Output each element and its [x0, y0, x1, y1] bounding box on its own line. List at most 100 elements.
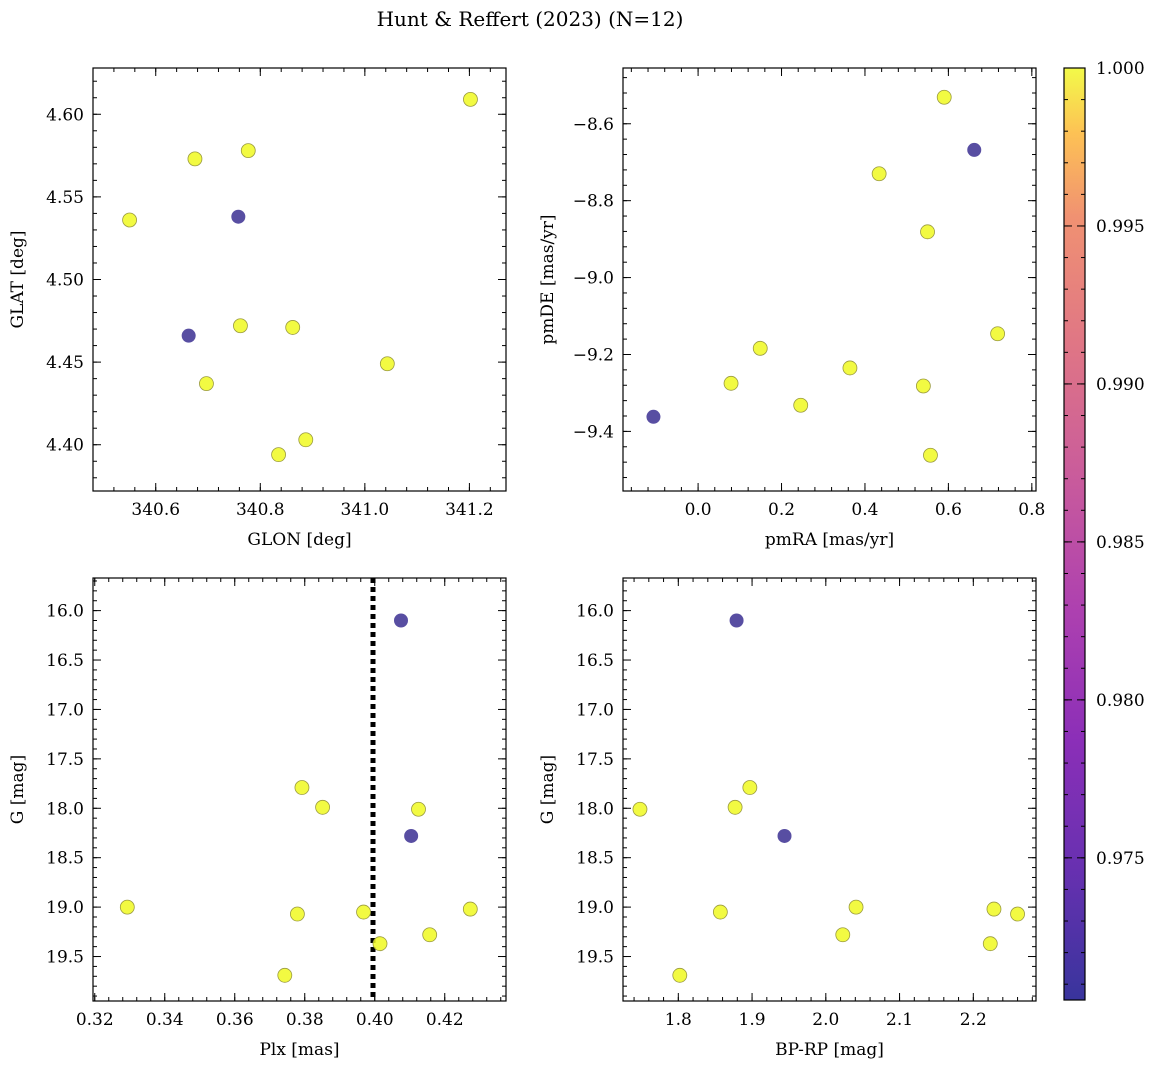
x-tick-label: 340.6: [131, 500, 180, 520]
data-point: [1010, 906, 1025, 922]
colorbar-tick-label: 0.980: [1096, 691, 1145, 711]
data-point: [119, 899, 135, 915]
colorbar-tick-label: 0.995: [1096, 217, 1145, 237]
x-tick-label: 0.4: [851, 500, 878, 520]
x-tick-label: 341.2: [445, 500, 494, 520]
y-tick-label: 19.5: [576, 948, 614, 968]
x-tick-label: 0.34: [146, 1010, 184, 1030]
data-point: [793, 397, 809, 413]
data-point: [672, 967, 688, 983]
data-point: [936, 89, 952, 105]
y-axis-label: GLAT [deg]: [8, 230, 28, 328]
data-point: [122, 212, 137, 228]
y-tick-label: 16.5: [576, 651, 614, 671]
x-tick-label: 0.42: [426, 1010, 464, 1030]
colorbar-frame: [1063, 67, 1086, 1001]
data-point: [404, 828, 419, 843]
data-point: [835, 927, 851, 943]
data-point: [233, 318, 248, 334]
y-tick-label: 4.55: [46, 188, 84, 208]
y-tick-label: −8.6: [573, 115, 614, 135]
data-point: [915, 378, 931, 394]
data-point: [199, 376, 214, 391]
y-tick-label: 17.0: [46, 700, 84, 720]
y-tick-label: 18.5: [576, 849, 614, 869]
y-tick-label: 18.0: [576, 799, 614, 819]
y-tick-label: −9.0: [573, 269, 614, 289]
x-tick-label: 0.40: [356, 1010, 394, 1030]
data-point: [920, 224, 935, 240]
y-tick-label: 16.0: [46, 602, 84, 622]
y-tick-label: 17.5: [46, 750, 84, 770]
y-tick-label: 4.50: [46, 271, 84, 291]
x-tick-label: 0.6: [935, 500, 962, 520]
y-tick-label: 4.40: [46, 436, 84, 456]
data-point: [632, 801, 648, 817]
x-tick-label: 2.1: [886, 1010, 913, 1030]
data-point: [231, 209, 246, 224]
y-tick-label: 16.5: [46, 651, 84, 671]
colorbar-gradient: [1064, 68, 1085, 1000]
data-point: [646, 409, 661, 424]
data-point: [315, 799, 331, 815]
x-tick-label: 0.36: [216, 1010, 254, 1030]
data-point: [411, 801, 426, 817]
y-tick-label: 18.0: [46, 799, 84, 819]
y-tick-label: −8.8: [573, 192, 614, 212]
data-point: [729, 613, 744, 628]
data-point: [982, 936, 998, 952]
data-point: [742, 780, 758, 795]
data-point: [848, 899, 864, 915]
data-point: [463, 91, 478, 107]
x-tick-label: 2.2: [960, 1010, 987, 1030]
x-tick-label: 341.0: [341, 500, 390, 520]
y-tick-label: 17.5: [576, 750, 614, 770]
x-axis-label: Plx [mas]: [259, 1040, 339, 1060]
data-point: [752, 340, 768, 356]
plot-frame: [92, 67, 507, 492]
data-point: [422, 927, 438, 943]
y-axis-label: G [mag]: [8, 755, 28, 824]
figure-title: Hunt & Reffert (2023) (N=12): [377, 7, 684, 31]
data-point: [923, 447, 938, 463]
colorbar-tick-label: 0.985: [1096, 533, 1145, 553]
colorbar: 0.975 0.980 0.985 0.990 0.995 1.000: [1063, 59, 1145, 1001]
y-tick-label: 19.0: [576, 898, 614, 918]
panel-4: 1.8 1.9 2.0 2.1 2.2 16.0 16.5 17.0 17.5 18.0 18.5 1…: [538, 577, 1037, 1060]
x-tick-label: 0.2: [768, 500, 795, 520]
plot-frame: [622, 577, 1037, 1002]
data-point: [777, 828, 792, 843]
data-point: [356, 904, 371, 920]
data-point: [181, 328, 196, 343]
y-axis-label: G [mag]: [538, 755, 558, 824]
data-point: [298, 432, 314, 448]
y-tick-label: 19.0: [46, 898, 84, 918]
x-axis-label: pmRA [mas/yr]: [765, 530, 894, 550]
x-tick-label: 0.32: [76, 1010, 114, 1030]
x-tick-label: 340.8: [236, 500, 285, 520]
y-tick-label: 17.0: [576, 700, 614, 720]
data-point: [289, 906, 305, 922]
data-point: [462, 901, 478, 917]
x-tick-label: 0.0: [685, 500, 712, 520]
colorbar-tick-label: 0.975: [1096, 849, 1145, 869]
data-point: [271, 447, 286, 463]
data-point: [187, 151, 203, 167]
data-point: [967, 142, 982, 157]
y-tick-label: 4.45: [46, 353, 84, 373]
colorbar-tick-label: 1.000: [1096, 59, 1145, 79]
x-tick-label: 1.9: [739, 1010, 766, 1030]
panels: 340.6 340.8 341.0 341.2 4.40 4.45 4.50 4.55 4.60…: [8, 67, 1045, 1060]
data-point: [990, 326, 1006, 342]
data-point: [379, 356, 395, 372]
x-tick-label: 0.8: [1018, 500, 1045, 520]
plot-frame: [622, 67, 1037, 492]
data-point: [842, 360, 858, 376]
x-tick-label: 0.38: [286, 1010, 324, 1030]
data-point: [277, 967, 293, 983]
y-axis-label: pmDE [mas/yr]: [538, 214, 558, 344]
data-point: [394, 613, 408, 628]
x-tick-label: 1.8: [665, 1010, 692, 1030]
panel-1: 340.6 340.8 341.0 341.2 4.40 4.45 4.50 4.55 4.60…: [8, 67, 507, 550]
plot-frame: [92, 577, 507, 1002]
